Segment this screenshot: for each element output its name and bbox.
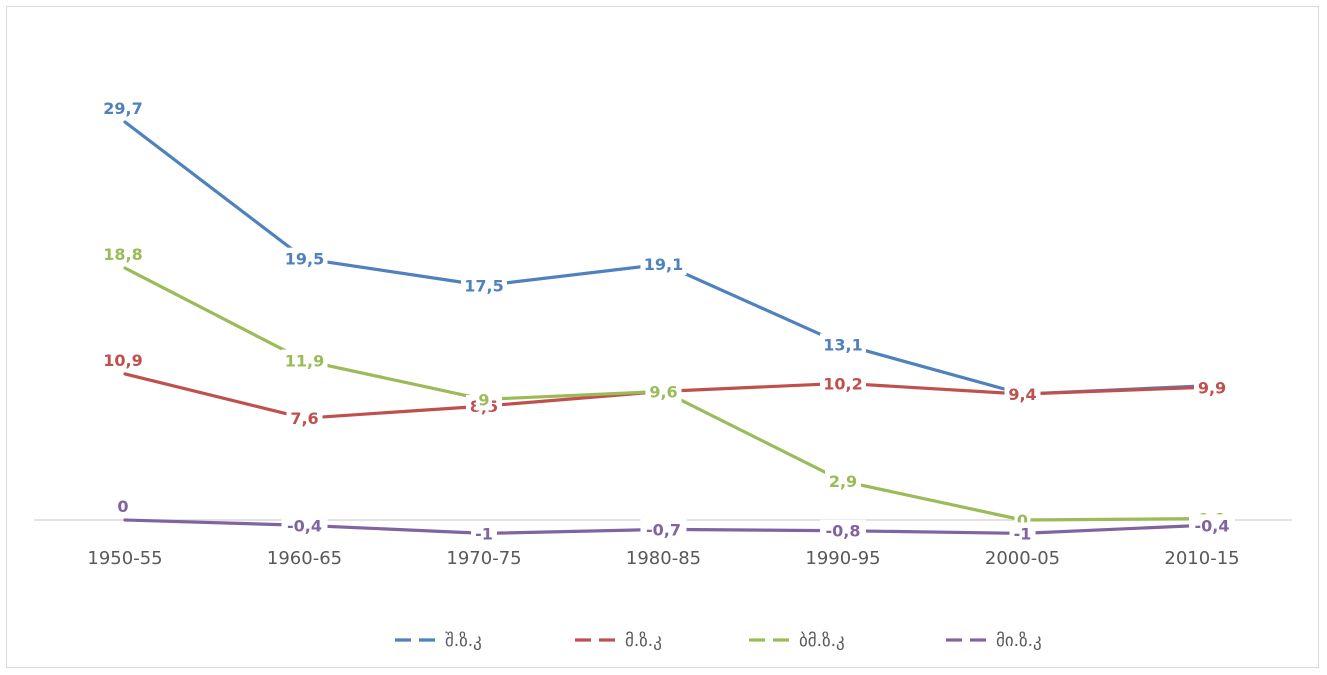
x-tick-label: 2010-15 [1164,548,1239,569]
data-label: 9 [476,388,492,411]
data-label-bg [476,388,492,411]
data-label: 18,8 [100,243,146,266]
x-tick-label: 1980-85 [626,548,701,569]
legend-item: ბმ.ზ.კ [749,631,845,651]
data-label: -1 [1009,522,1036,545]
data-label: 19,5 [281,247,328,270]
legend-label: მ.ზ.კ [625,631,662,651]
data-label: -1 [471,522,497,545]
data-label-text: 10,2 [823,374,862,393]
x-tick-label: 1950-55 [87,548,162,569]
data-label-text: 9,6 [649,382,677,401]
legend-item: მი.ზ.კ [946,631,1042,651]
data-label-text: 9,4 [1008,385,1036,404]
data-label: 0 [115,495,131,517]
chart-frame [6,6,1319,668]
data-label-bg [645,380,682,403]
data-label: -0,4 [281,514,328,537]
data-label-bg [100,243,146,266]
data-label-bg [286,407,323,430]
legend-label: შ.ზ.კ [445,631,482,651]
data-label: 11,9 [281,349,328,372]
data-label-bg [281,247,328,270]
data-label-text: 2,9 [829,472,857,491]
data-label-bg [820,519,866,542]
data-label-text: -1 [475,524,493,543]
data-label-bg [1194,376,1230,399]
data-label-bg [281,514,328,537]
data-label: 10,2 [820,372,866,395]
data-label-text: -0,7 [646,520,681,539]
data-label-text: 11,9 [285,352,324,371]
data-label-bg [820,333,866,356]
legend-label: ბმ.ზ.კ [799,631,845,651]
data-label-text: 29,7 [103,99,142,118]
data-label-text: 0 [117,497,128,516]
data-label: -0,4 [1189,514,1235,537]
data-label: 2,9 [825,470,861,493]
data-label-text: 0 [1017,511,1028,530]
data-label-text: 9 [478,390,489,409]
data-label-text: -0,4 [287,516,322,535]
data-label-text: 13,1 [823,335,862,354]
data-label: 7,6 [286,407,323,430]
data-label-bg [115,495,131,517]
data-label-text: 17,5 [464,277,503,296]
data-label: 29,7 [100,97,146,120]
data-label: 17,5 [461,274,507,297]
data-labels: 29,719,517,519,113,11010,97,68,59,610,29… [100,97,1235,545]
data-label: 13,1 [820,333,866,356]
data-label: 10,9 [100,348,146,371]
data-label-text: 19,5 [285,250,324,269]
data-label-text: 19,1 [644,255,683,274]
data-label-text: 10,9 [103,351,142,370]
x-tick-label: 1960-65 [267,548,342,569]
x-tick-label: 1990-95 [805,548,880,569]
data-label-bg [281,349,328,372]
data-label-text: -0,8 [826,522,861,541]
legend-label: მი.ზ.კ [996,631,1042,651]
data-label-bg [461,274,507,297]
data-label-bg [100,97,146,120]
x-tick-label: 1970-75 [446,548,521,569]
data-label: 9,4 [1004,383,1041,406]
data-label: 19,1 [640,253,687,276]
data-label-bg [1009,522,1036,545]
data-label: -0,8 [820,519,866,542]
data-label-text: -0,4 [1195,516,1230,535]
x-tick-label: 2000-05 [985,548,1060,569]
legend-item: შ.ზ.კ [395,631,482,651]
legend-item: მ.ზ.კ [575,631,662,651]
data-label-bg [1004,383,1041,406]
data-label: 9,9 [1194,376,1230,399]
data-label: -0,7 [640,518,687,541]
legend: შ.ზ.კ მ.ზ.კ ბმ.ზ.კ მი.ზ.კ [395,631,1042,651]
data-label-bg [471,522,497,545]
data-label-bg [825,470,861,493]
data-label-bg [640,518,687,541]
data-label-text: 18,8 [103,245,142,264]
data-label-text: 7,6 [290,409,318,428]
data-label-text: -1 [1014,524,1032,543]
data-label: 9,6 [645,380,682,403]
data-label-bg [1189,514,1235,537]
data-label-bg [640,253,687,276]
data-label-bg [820,372,866,395]
series-layer [123,120,1204,536]
data-label-bg [100,348,146,371]
data-label-text: 9,9 [1198,378,1226,397]
